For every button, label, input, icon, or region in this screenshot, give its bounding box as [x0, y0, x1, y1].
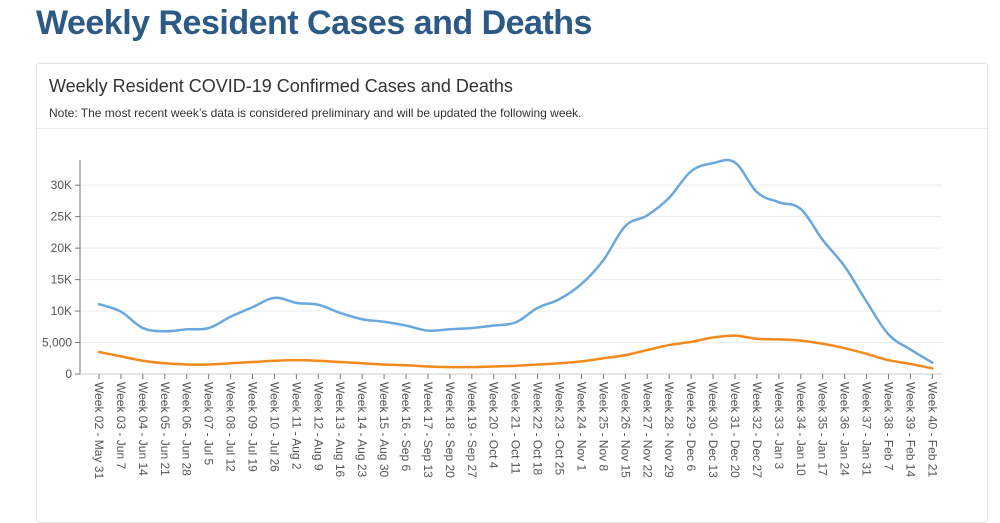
chart-card: Weekly Resident COVID-19 Confirmed Cases… [36, 63, 988, 523]
x-tick-label: Week 37 - Jan 31 [860, 382, 874, 476]
y-tick-labels: 0 5,000 10K 15K 20K 25K 30K [42, 178, 72, 381]
cases-series-line [97, 158, 934, 364]
x-tick-label: Week 03 - Jun 7 [114, 382, 128, 469]
x-tick-label: Week 12 - Aug 9 [311, 382, 325, 471]
x-tick-label: Week 39 - Feb 14 [903, 382, 917, 477]
x-tick-label: Week 25 - Nov 8 [596, 382, 610, 471]
card-header: Weekly Resident COVID-19 Confirmed Cases… [37, 64, 987, 129]
x-tick-labels: Week 02 - May 31 Week 03 - Jun 7 Week 04 -… [92, 382, 939, 479]
x-tick-label: Week 10 - Jul 26 [267, 382, 281, 472]
x-tick-label: Week 06 - Jun 28 [180, 382, 194, 476]
x-tick-label: Week 19 - Sep 27 [465, 382, 479, 478]
x-tick-label: Week 16 - Sep 6 [399, 382, 413, 471]
x-tick-label: Week 17 - Sep 13 [421, 382, 435, 478]
x-tick-label: Week 21 - Oct 11 [509, 382, 523, 475]
x-tick-label: Week 35 - Jan 17 [816, 382, 830, 476]
x-tick-label: Week 30 - Dec 13 [706, 382, 720, 478]
axis-layer [75, 160, 942, 379]
x-tick-label: Week 13 - Aug 16 [333, 382, 347, 478]
x-tick-label: Week 14 - Aug 23 [355, 382, 369, 478]
x-tick-label: Week 34 - Jan 10 [794, 382, 808, 476]
x-tick-label: Week 40 - Feb 21 [925, 382, 939, 477]
x-tick-label: Week 36 - Jan 24 [838, 382, 852, 476]
y-tick-label: 25K [51, 210, 72, 224]
x-tick-label: Week 33 - Jan 3 [772, 382, 786, 469]
x-tick-label: Week 29 - Dec 6 [684, 382, 698, 471]
x-tick-label: Week 28 - Nov 29 [662, 382, 676, 478]
x-tick-label: Week 07 - Jul 5 [202, 382, 216, 465]
x-tick-label: Week 09 - Jul 19 [246, 382, 260, 472]
y-tick-label: 20K [51, 241, 72, 255]
x-tick-label: Week 15 - Aug 30 [377, 382, 391, 478]
y-tick-label: 30K [51, 178, 72, 192]
x-tick-label: Week 27 - Nov 22 [640, 382, 654, 478]
series-layer [97, 158, 934, 370]
x-tick-label: Week 05 - Jun 21 [158, 382, 172, 476]
x-tick-label: Week 02 - May 31 [92, 382, 106, 479]
chart-title: Weekly Resident COVID-19 Confirmed Cases… [49, 76, 513, 96]
y-tick-label: 15K [51, 273, 72, 287]
y-tick-label: 0 [65, 367, 72, 381]
x-tick-label: Week 23 - Oct 25 [553, 382, 567, 475]
deaths-series-line [97, 334, 934, 370]
x-tick-label: Week 31 - Dec 20 [728, 382, 742, 478]
x-tick-label: Week 04 - Jun 14 [136, 382, 150, 476]
x-tick-label: Week 22 - Oct 18 [531, 382, 545, 475]
grid-layer [80, 184, 942, 344]
x-tick-label: Week 11 - Aug 2 [289, 382, 303, 470]
chart-note: Note: The most recent week’s data is con… [49, 106, 582, 120]
x-tick-label: Week 20 - Oct 4 [487, 382, 501, 469]
x-tick-label: Week 26 - Nov 15 [618, 382, 632, 478]
x-tick-label: Week 08 - Jul 12 [224, 382, 238, 472]
x-tick-label: Week 32 - Dec 27 [750, 382, 764, 478]
page-title: Weekly Resident Cases and Deaths [36, 4, 592, 42]
y-tick-label: 5,000 [42, 336, 72, 350]
x-tick-label: Week 18 - Sep 20 [443, 382, 457, 478]
x-tick-label: Week 24 - Nov 1 [574, 382, 588, 471]
y-tick-label: 10K [51, 304, 72, 318]
x-tick-label: Week 38 - Feb 7 [881, 382, 895, 471]
